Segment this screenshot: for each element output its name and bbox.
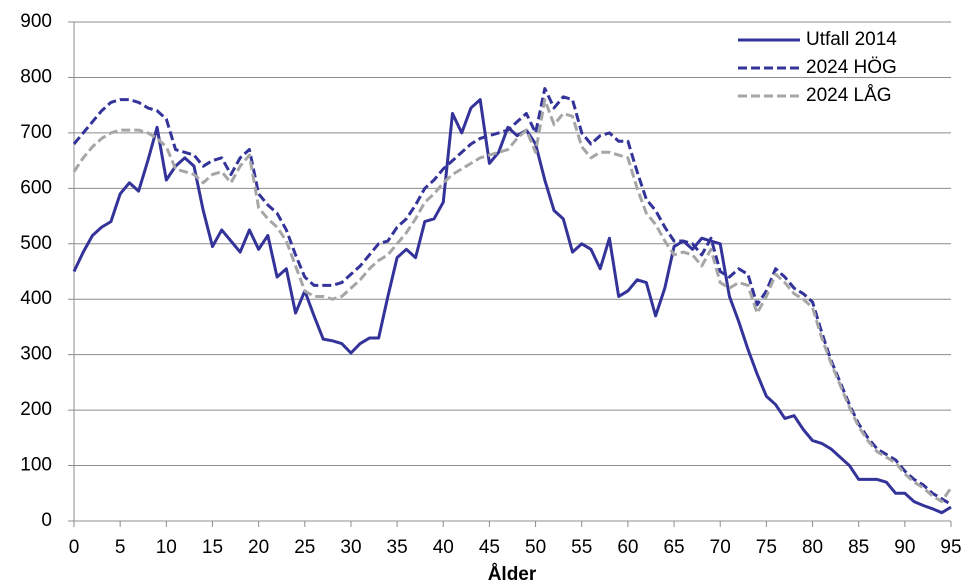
x-tick-label: 45 — [479, 537, 500, 558]
x-tick-label: 10 — [156, 537, 177, 558]
y-tick-label: 800 — [20, 66, 52, 87]
x-tick-label: 20 — [248, 537, 269, 558]
x-tick-label: 75 — [756, 537, 777, 558]
series-line — [72, 98, 952, 515]
legend-label: Utfall 2014 — [806, 29, 897, 50]
x-tick-label: 35 — [387, 537, 408, 558]
y-tick-label: 100 — [20, 455, 52, 476]
x-tick-label: 30 — [340, 537, 361, 558]
x-tick-label: 50 — [525, 537, 546, 558]
series-line — [72, 87, 952, 506]
x-tick-label: 0 — [69, 537, 80, 558]
x-tick-label: 55 — [571, 537, 592, 558]
x-tick-label: 70 — [710, 537, 731, 558]
y-tick-label: 300 — [20, 344, 52, 365]
legend-label: 2024 HÖG — [806, 57, 897, 78]
x-tick-label: 65 — [663, 537, 684, 558]
x-tick-label: 40 — [433, 537, 454, 558]
x-tick-label: 60 — [617, 537, 638, 558]
x-tick-label: 25 — [294, 537, 315, 558]
x-tick-label: 15 — [202, 537, 223, 558]
x-tick-label: 80 — [802, 537, 823, 558]
y-tick-label: 900 — [20, 11, 52, 32]
y-tick-label: 500 — [20, 233, 52, 254]
y-tick-label: 600 — [20, 177, 52, 198]
y-tick-label: 700 — [20, 122, 52, 143]
x-tick-label: 85 — [848, 537, 869, 558]
y-tick-label: 400 — [20, 288, 52, 309]
x-tick-label: 5 — [115, 537, 126, 558]
y-tick-label: 200 — [20, 399, 52, 420]
x-tick-label: 90 — [894, 537, 915, 558]
series-line — [72, 98, 953, 504]
y-tick-label: 0 — [41, 510, 52, 531]
x-axis-title: Ålder — [488, 564, 537, 585]
legend-label: 2024 LÅG — [806, 85, 892, 106]
x-tick-label: 95 — [940, 537, 961, 558]
